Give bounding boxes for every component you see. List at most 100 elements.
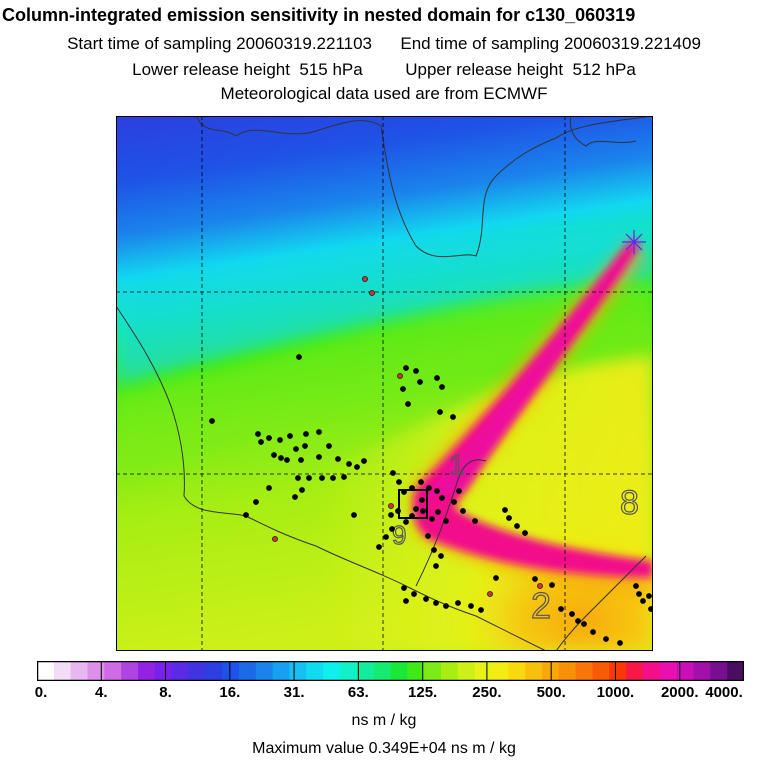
station-marker [405, 401, 411, 407]
station-marker [434, 488, 440, 494]
station-marker [456, 488, 462, 494]
station-marker [514, 523, 520, 529]
colorbar-swatch [222, 661, 240, 681]
station-marker [295, 475, 301, 481]
station-marker [403, 598, 409, 604]
colorbar-swatch [727, 661, 745, 681]
colorbar-swatch [53, 661, 72, 681]
station-marker [341, 474, 347, 480]
colorbar-units: ns m / kg [351, 712, 417, 729]
colorbar-swatch [592, 661, 610, 681]
upper-release-label: Upper release height 512 hPa [405, 60, 636, 79]
station-marker [316, 454, 322, 460]
station-marker [409, 485, 415, 491]
colorbar-tick-label: 250. [472, 684, 502, 701]
station-marker [433, 563, 439, 569]
station-marker [316, 429, 322, 435]
station-marker [258, 439, 264, 445]
colorbar-swatch [188, 661, 206, 681]
station-marker [575, 618, 581, 624]
station-marker [419, 497, 425, 503]
station-marker [243, 512, 249, 518]
colorbar-swatch [609, 661, 627, 681]
station-marker [549, 582, 555, 588]
station-marker [395, 508, 401, 514]
station-marker [420, 508, 426, 514]
station-marker [439, 384, 445, 390]
station-marker [335, 456, 341, 462]
station-marker [330, 475, 336, 481]
colorbar-tick-label: 16. [219, 684, 241, 701]
lat-lon-grid [116, 116, 653, 651]
station-marker [284, 457, 290, 463]
station-marker [537, 583, 543, 589]
station-marker [633, 583, 639, 589]
station-marker [306, 475, 312, 481]
field-band-cyan [116, 226, 653, 386]
colorbar-swatch [154, 661, 173, 681]
station-marker [439, 495, 445, 501]
station-marker [397, 373, 403, 379]
station-marker [383, 534, 389, 540]
station-marker [437, 409, 443, 415]
station-marker [388, 503, 394, 509]
station-marker [426, 485, 432, 491]
colorbar-swatch [474, 661, 492, 681]
station-marker [369, 290, 375, 296]
colorbar-swatch [407, 661, 425, 681]
colorbar-swatch [272, 661, 290, 681]
station-marker [326, 443, 332, 449]
station-marker [603, 636, 609, 642]
station-marker [636, 591, 642, 597]
colorbar-tick-label: 1000. [596, 684, 635, 701]
contour-label-8: 8 [620, 484, 639, 522]
station-marker [409, 513, 415, 519]
station-markers [209, 276, 653, 646]
station-marker [433, 600, 439, 606]
colorbar-swatch [676, 661, 694, 681]
colorbar-swatch [138, 661, 156, 681]
colorbar-swatch [255, 661, 274, 681]
station-marker [346, 461, 352, 467]
station-marker [319, 475, 325, 481]
station-marker [506, 515, 512, 521]
station-marker [648, 606, 653, 612]
colorbar-swatch [441, 661, 459, 681]
station-marker [403, 365, 409, 371]
station-marker [400, 386, 406, 392]
colorbar-swatch [356, 661, 375, 681]
station-marker [292, 494, 298, 500]
station-marker [417, 379, 423, 385]
colorbar-swatch [542, 661, 560, 681]
station-marker [413, 368, 419, 374]
contour-label-1: 1 [449, 449, 465, 480]
release-heights: Lower release height 515 hPa Upper relea… [0, 60, 768, 80]
map-frame [116, 116, 653, 651]
station-marker [253, 499, 259, 505]
station-marker [272, 536, 278, 542]
station-marker [429, 516, 435, 522]
sensitivity-map: 1 8 2 9 [116, 116, 653, 651]
station-marker [388, 512, 394, 518]
colorbar-swatch [508, 661, 526, 681]
field-band-green [116, 281, 653, 486]
release-point-marker [622, 230, 646, 254]
contour-labels: 1 8 2 9 [391, 448, 639, 626]
station-marker [460, 508, 466, 514]
colorbar-swatch [171, 661, 189, 681]
station-marker [468, 603, 474, 609]
colorbar-tick-label: 63. [347, 684, 369, 701]
station-marker [411, 591, 417, 597]
station-marker [450, 414, 456, 420]
station-marker [302, 443, 308, 449]
station-marker [443, 518, 449, 524]
station-marker [443, 603, 449, 609]
station-marker [640, 598, 646, 604]
colorbar-swatch [659, 661, 678, 681]
station-marker [532, 576, 538, 582]
maximum-value-label: Maximum value 0.349E+04 ns m / kg [252, 740, 516, 757]
station-marker [255, 431, 261, 437]
colorbar-swatch [205, 661, 223, 681]
colorbar-swatch [424, 661, 442, 681]
colorbar-tick-label: 500. [536, 684, 566, 701]
